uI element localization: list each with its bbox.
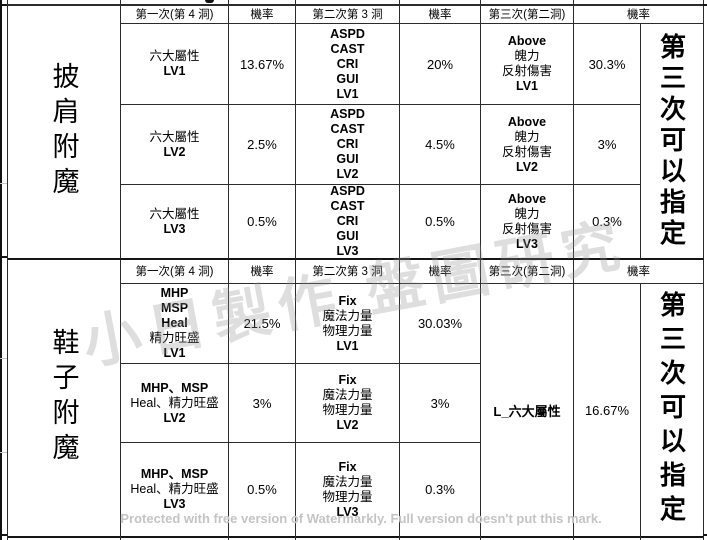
header-probability: 機率: [229, 6, 296, 24]
grid-line-ext-top: [0, 4, 7, 6]
header-second-slot: 第二次第 3 洞: [296, 260, 400, 284]
attribute-cell: Fix 魔法力量 物理力量 LV1: [296, 284, 400, 364]
note-third-assignable: 第三次可以指定: [641, 24, 704, 260]
attribute-cell: ASPD CAST CRI GUI LV2: [296, 105, 400, 185]
grid-line-ext-bottom-right: [703, 534, 707, 536]
grid-line-stub: [7, 0, 8, 4]
attribute-cell: MHP、MSP Heal、精力旺盛 LV3: [121, 443, 229, 538]
header-probability: 機率: [574, 6, 704, 24]
grid-line-stub: [120, 0, 121, 4]
grid-line-ext-mid: [0, 256, 7, 258]
probability-cell: 0.5%: [400, 185, 481, 260]
header-probability: 機率: [574, 260, 704, 284]
header-third-slot: 第三次(第二洞): [481, 6, 574, 24]
left-strip-tick: [0, 183, 7, 184]
attribute-cell: Above 魄力 反射傷害 LV2: [481, 105, 574, 185]
probability-cell: 3%: [400, 364, 481, 443]
grid-line-ext-bottom: [0, 534, 7, 536]
attribute-cell: 六大屬性 LV1: [121, 24, 229, 105]
left-strip-tick: [0, 452, 7, 453]
grid-line-stub: [703, 536, 704, 540]
header-second-slot: 第二次第 3 洞: [296, 6, 400, 24]
grid-line-stub: [573, 536, 574, 540]
probability-cell: 4.5%: [400, 105, 481, 185]
grid-line-stub: [640, 536, 641, 540]
probability-cell: 21.5%: [229, 284, 296, 364]
grid-line-stub: [480, 536, 481, 540]
header-probability: 機率: [400, 6, 481, 24]
header-first-slot: 第一次(第 4 洞): [121, 6, 229, 24]
grid-line-stub: [7, 536, 8, 540]
header-probability: 機率: [229, 260, 296, 284]
attribute-cell: Above 魄力 反射傷害 LV1: [481, 24, 574, 105]
probability-cell: 3%: [574, 105, 641, 185]
grid-line-stub: [228, 536, 229, 540]
grid-line-stub: [480, 0, 481, 4]
attribute-cell: 六大屬性 LV2: [121, 105, 229, 185]
grid-line-stub: [703, 0, 704, 4]
note-third-assignable: 第三次可以指定: [641, 284, 704, 538]
row-group-label-cape: 披肩附魔: [8, 6, 121, 260]
grid-line-stub: [573, 0, 574, 4]
probability-cell: 0.3%: [574, 185, 641, 260]
attribute-cell: MHP、MSP Heal、精力旺盛 LV2: [121, 364, 229, 443]
attribute-cell: Above 魄力 反射傷害 LV3: [481, 185, 574, 260]
attribute-cell: ASPD CAST CRI GUI LV3: [296, 184, 400, 260]
row-group-label-shoes: 鞋子附魔: [8, 260, 121, 538]
probability-cell: 0.5%: [229, 443, 296, 538]
cropped-text-fragment: [205, 0, 214, 3]
attribute-cell: ASPD CAST CRI GUI LV1: [296, 24, 400, 105]
attribute-cell: MHP MSP Heal 精力旺盛 LV1: [121, 284, 229, 364]
probability-cell: 0.5%: [229, 185, 296, 260]
attribute-cell: 六大屬性 LV3: [121, 185, 229, 260]
grid-line-stub: [399, 0, 400, 4]
probability-cell: 13.67%: [229, 24, 296, 105]
grid-line-stub: [228, 0, 229, 4]
probability-cell: 30.3%: [574, 24, 641, 105]
attribute-cell-merged: L_六大屬性: [481, 284, 574, 538]
attribute-cell: Fix 魔法力量 物理力量 LV3: [296, 443, 400, 538]
probability-cell-merged: 16.67%: [574, 284, 641, 538]
grid-line-stub: [295, 0, 296, 4]
grid-line-stub: [399, 536, 400, 540]
grid-line-stub: [295, 536, 296, 540]
probability-cell: 3%: [229, 364, 296, 443]
grid-line-ext-top-right: [703, 4, 707, 6]
grid-line-stub: [120, 536, 121, 540]
header-first-slot: 第一次(第 4 洞): [121, 260, 229, 284]
probability-cell: 0.3%: [400, 443, 481, 538]
attribute-cell: Fix 魔法力量 物理力量 LV2: [296, 364, 400, 443]
header-probability: 機率: [400, 260, 481, 284]
probability-cell: 20%: [400, 24, 481, 105]
table-grid: 披肩附魔 第一次(第 4 洞) 機率 第二次第 3 洞 機率 第三次(第二洞) …: [7, 4, 704, 538]
left-edge-border: [0, 0, 2, 540]
probability-cell: 2.5%: [229, 105, 296, 185]
header-third-slot: 第三次(第二洞): [481, 260, 574, 284]
probability-cell: 30.03%: [400, 284, 481, 364]
left-strip-tick: [0, 358, 7, 359]
